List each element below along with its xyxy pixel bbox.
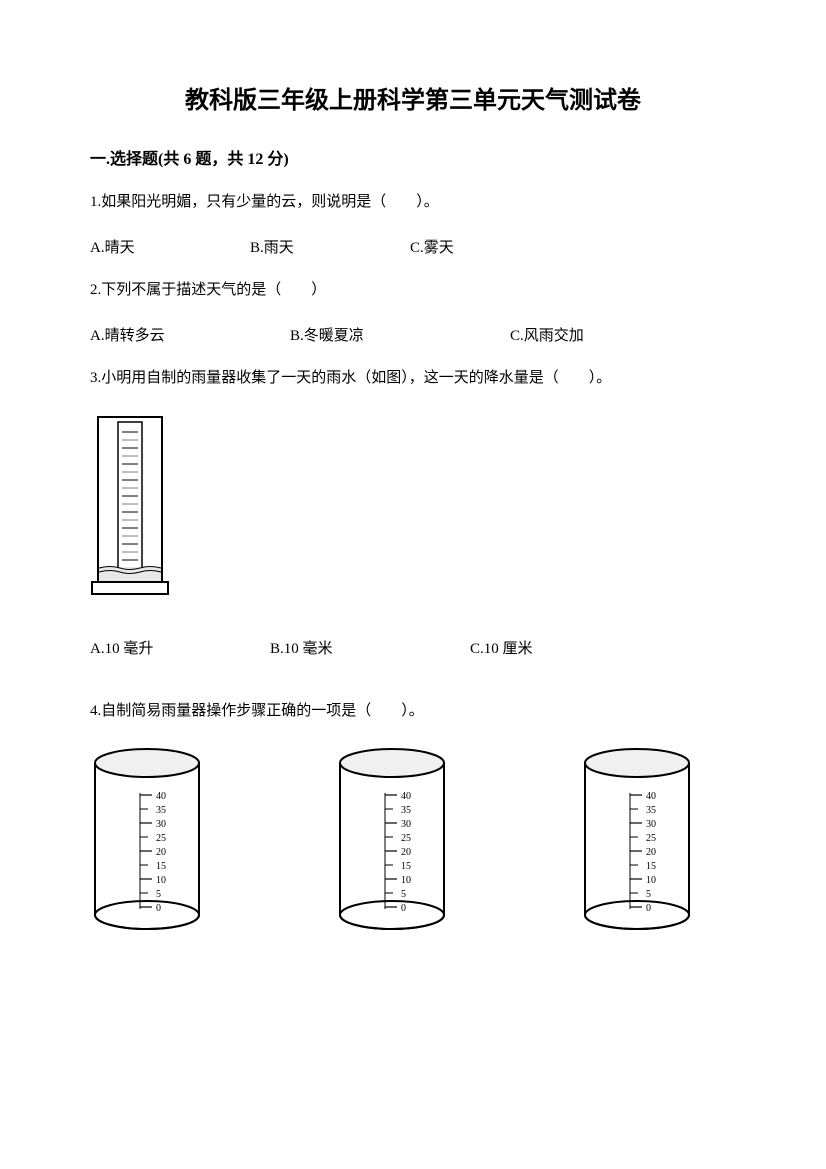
svg-text:35: 35 [401,805,411,816]
question-3-options: A.10 毫升 B.10 毫米 C.10 厘米 [90,637,736,658]
cylinders-row: 40 35 30 25 20 15 10 5 0 [90,745,736,940]
svg-text:25: 25 [156,833,166,844]
cylinder-icon: 40 35 30 25 20 15 10 5 0 [90,745,205,935]
question-1-options: A.晴天 B.雨天 C.雾天 [90,236,736,257]
svg-text:30: 30 [156,819,166,830]
svg-text:15: 15 [156,861,166,872]
rain-gauge-icon [90,412,180,602]
q1-option-c: C.雾天 [410,236,570,257]
q1-option-b: B.雨天 [250,236,410,257]
q2-option-b: B.冬暖夏凉 [290,324,510,345]
svg-text:15: 15 [401,861,411,872]
cylinder-2: 40 35 30 25 20 15 10 5 0 [335,745,450,940]
svg-text:35: 35 [646,805,656,816]
q2-option-a: A.晴转多云 [90,324,290,345]
question-2: 2.下列不属于描述天气的是（ ） [90,277,736,304]
question-1: 1.如果阳光明媚，只有少量的云，则说明是（ ）。 [90,189,736,216]
svg-text:5: 5 [401,889,406,900]
svg-text:25: 25 [646,833,656,844]
cylinder-1: 40 35 30 25 20 15 10 5 0 [90,745,205,940]
section-header: 一.选择题(共 6 题，共 12 分) [90,145,736,169]
cylinder-icon: 40 35 30 25 20 15 10 5 0 [580,745,695,935]
q1-option-a: A.晴天 [90,236,250,257]
q3-option-b: B.10 毫米 [270,637,470,658]
svg-text:10: 10 [646,875,656,886]
svg-text:35: 35 [156,805,166,816]
svg-text:0: 0 [156,903,161,914]
svg-text:15: 15 [646,861,656,872]
cylinder-icon: 40 35 30 25 20 15 10 5 0 [335,745,450,935]
q2-option-c: C.风雨交加 [510,324,670,345]
cylinder-3: 40 35 30 25 20 15 10 5 0 [580,745,695,940]
svg-text:0: 0 [401,903,406,914]
question-4: 4.自制简易雨量器操作步骤正确的一项是（ ）。 [90,698,736,725]
q3-option-c: C.10 厘米 [470,637,630,658]
svg-text:0: 0 [646,903,651,914]
question-2-options: A.晴转多云 B.冬暖夏凉 C.风雨交加 [90,324,736,345]
svg-text:20: 20 [646,847,656,858]
rain-gauge-figure [90,412,736,607]
svg-text:25: 25 [401,833,411,844]
svg-text:5: 5 [156,889,161,900]
svg-text:40: 40 [156,791,166,802]
svg-text:20: 20 [401,847,411,858]
svg-text:40: 40 [401,791,411,802]
svg-text:10: 10 [401,875,411,886]
svg-text:30: 30 [401,819,411,830]
svg-text:30: 30 [646,819,656,830]
svg-text:40: 40 [646,791,656,802]
page-title: 教科版三年级上册科学第三单元天气测试卷 [90,80,736,115]
question-3: 3.小明用自制的雨量器收集了一天的雨水（如图），这一天的降水量是（ ）。 [90,365,736,392]
svg-text:20: 20 [156,847,166,858]
svg-text:10: 10 [156,875,166,886]
q3-option-a: A.10 毫升 [90,637,270,658]
svg-text:5: 5 [646,889,651,900]
